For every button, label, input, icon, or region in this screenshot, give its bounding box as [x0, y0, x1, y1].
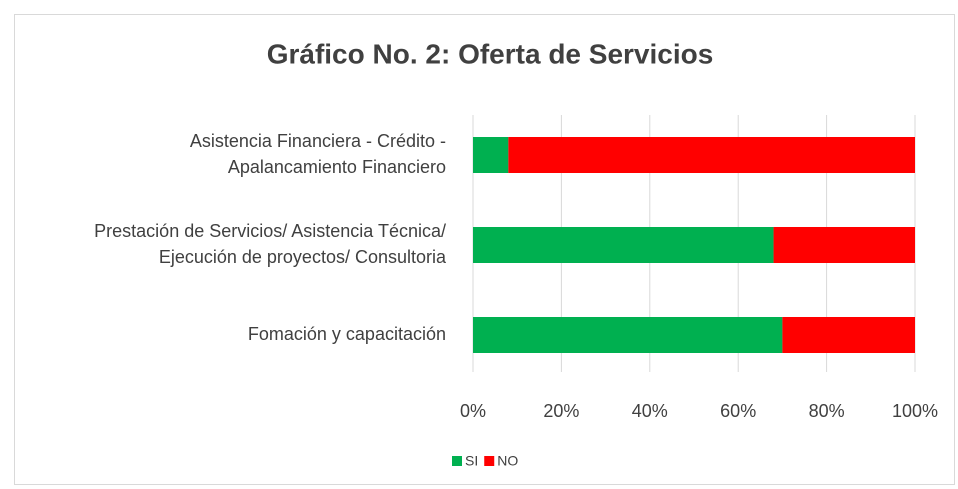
- legend-label: SI: [465, 453, 478, 469]
- legend-swatch: [452, 456, 462, 466]
- x-tick-label: 80%: [809, 401, 845, 421]
- y-tick-label: Asistencia Financiera - Crédito -: [190, 131, 446, 151]
- bar: [782, 317, 915, 353]
- legend-label: NO: [497, 453, 518, 469]
- bar: [473, 317, 783, 353]
- bar: [473, 137, 509, 173]
- bar: [508, 137, 915, 173]
- x-tick-label: 100%: [892, 401, 938, 421]
- bar: [473, 227, 774, 263]
- x-tick-label: 60%: [720, 401, 756, 421]
- x-tick-label: 40%: [632, 401, 668, 421]
- bar: [773, 227, 915, 263]
- x-tick-label: 0%: [460, 401, 486, 421]
- y-tick-label: Fomación y capacitación: [248, 324, 446, 344]
- y-tick-label: Prestación de Servicios/ Asistencia Técn…: [94, 221, 446, 241]
- y-tick-label: Apalancamiento Financiero: [228, 157, 446, 177]
- legend-swatch: [484, 456, 495, 466]
- chart-title: Gráfico No. 2: Oferta de Servicios: [267, 38, 714, 69]
- x-tick-label: 20%: [543, 401, 579, 421]
- y-tick-label: Ejecución de proyectos/ Consultoria: [159, 247, 447, 267]
